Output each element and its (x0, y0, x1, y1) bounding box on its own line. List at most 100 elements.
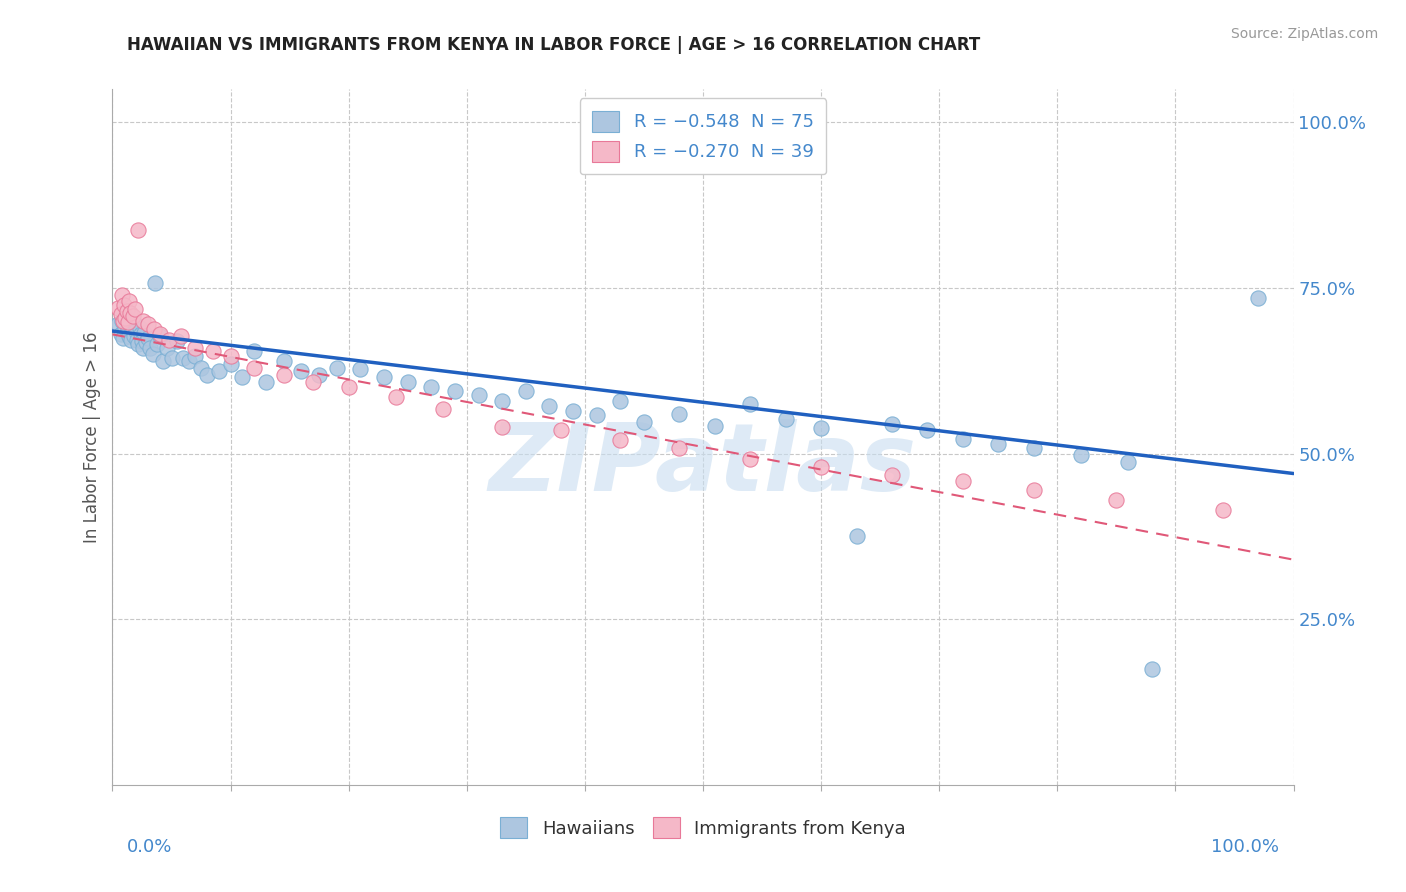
Immigrants from Kenya (124, 302, 146, 317)
Hawaiians (1022, 442, 1045, 456)
Hawaiians (115, 310, 138, 325)
Immigrants from Kenya (491, 420, 513, 434)
Text: ZIPatlas: ZIPatlas (489, 419, 917, 511)
Hawaiians (538, 399, 561, 413)
Hawaiians (149, 328, 172, 343)
Hawaiians (124, 318, 146, 332)
Hawaiians (231, 370, 253, 384)
Hawaiians (107, 318, 129, 332)
Immigrants from Kenya (115, 304, 138, 318)
Immigrants from Kenya (184, 341, 207, 355)
Text: HAWAIIAN VS IMMIGRANTS FROM KENYA IN LABOR FORCE | AGE > 16 CORRELATION CHART: HAWAIIAN VS IMMIGRANTS FROM KENYA IN LAB… (127, 36, 980, 54)
Hawaiians (219, 357, 242, 371)
Hawaiians (195, 368, 218, 383)
Hawaiians (111, 314, 134, 328)
Hawaiians (135, 335, 157, 350)
Immigrants from Kenya (170, 328, 193, 343)
Hawaiians (254, 375, 277, 389)
Hawaiians (112, 331, 135, 345)
Hawaiians (1070, 448, 1092, 462)
Hawaiians (952, 432, 974, 446)
Hawaiians (444, 384, 467, 398)
Immigrants from Kenya (385, 390, 408, 404)
Immigrants from Kenya (1212, 503, 1234, 517)
Immigrants from Kenya (740, 452, 762, 467)
Hawaiians (810, 421, 832, 435)
Hawaiians (152, 354, 174, 368)
Immigrants from Kenya (609, 434, 631, 448)
Hawaiians (1116, 454, 1139, 468)
Immigrants from Kenya (432, 401, 454, 416)
Hawaiians (326, 360, 349, 375)
Hawaiians (917, 424, 939, 438)
Hawaiians (290, 364, 312, 378)
Hawaiians (880, 417, 903, 431)
Hawaiians (396, 375, 419, 389)
Hawaiians (118, 328, 141, 343)
Legend: Hawaiians, Immigrants from Kenya: Hawaiians, Immigrants from Kenya (494, 810, 912, 846)
Hawaiians (112, 308, 135, 322)
Hawaiians (117, 322, 139, 336)
Immigrants from Kenya (121, 309, 143, 323)
Hawaiians (1140, 662, 1163, 676)
Hawaiians (142, 347, 165, 361)
Hawaiians (110, 327, 132, 342)
Hawaiians (166, 334, 188, 348)
Hawaiians (146, 337, 169, 351)
Hawaiians (562, 403, 585, 417)
Immigrants from Kenya (118, 294, 141, 309)
Hawaiians (156, 341, 179, 355)
Hawaiians (987, 436, 1010, 450)
Immigrants from Kenya (111, 287, 134, 301)
Hawaiians (308, 368, 330, 383)
Hawaiians (845, 529, 868, 543)
Immigrants from Kenya (142, 322, 165, 336)
Hawaiians (585, 408, 607, 422)
Hawaiians (775, 412, 797, 426)
Immigrants from Kenya (117, 315, 139, 329)
Text: Source: ZipAtlas.com: Source: ZipAtlas.com (1230, 27, 1378, 41)
Hawaiians (515, 384, 537, 398)
Immigrants from Kenya (112, 314, 135, 328)
Immigrants from Kenya (810, 459, 832, 474)
Hawaiians (121, 322, 143, 336)
Y-axis label: In Labor Force | Age > 16: In Labor Force | Age > 16 (83, 331, 101, 543)
Hawaiians (129, 327, 152, 342)
Text: 0.0%: 0.0% (127, 838, 172, 856)
Hawaiians (136, 331, 159, 345)
Immigrants from Kenya (132, 314, 155, 328)
Immigrants from Kenya (149, 327, 172, 342)
Immigrants from Kenya (136, 318, 159, 332)
Hawaiians (491, 393, 513, 408)
Immigrants from Kenya (120, 306, 142, 320)
Hawaiians (179, 354, 201, 368)
Immigrants from Kenya (112, 297, 135, 311)
Immigrants from Kenya (1022, 483, 1045, 497)
Hawaiians (120, 315, 142, 329)
Hawaiians (122, 328, 145, 343)
Immigrants from Kenya (110, 308, 132, 322)
Immigrants from Kenya (107, 301, 129, 315)
Hawaiians (143, 276, 166, 290)
Hawaiians (139, 341, 162, 355)
Immigrants from Kenya (114, 310, 136, 325)
Hawaiians (703, 418, 725, 433)
Hawaiians (127, 333, 149, 347)
Hawaiians (668, 407, 690, 421)
Hawaiians (633, 415, 655, 429)
Hawaiians (132, 341, 155, 355)
Immigrants from Kenya (127, 222, 149, 236)
Hawaiians (273, 354, 295, 368)
Immigrants from Kenya (880, 467, 903, 482)
Hawaiians (160, 351, 183, 365)
Immigrants from Kenya (201, 343, 224, 358)
Immigrants from Kenya (1105, 493, 1128, 508)
Hawaiians (467, 388, 489, 402)
Immigrants from Kenya (273, 368, 295, 383)
Hawaiians (609, 393, 631, 408)
Immigrants from Kenya (219, 349, 242, 363)
Hawaiians (1247, 291, 1270, 305)
Hawaiians (120, 333, 142, 347)
Hawaiians (114, 320, 136, 334)
Hawaiians (190, 360, 212, 375)
